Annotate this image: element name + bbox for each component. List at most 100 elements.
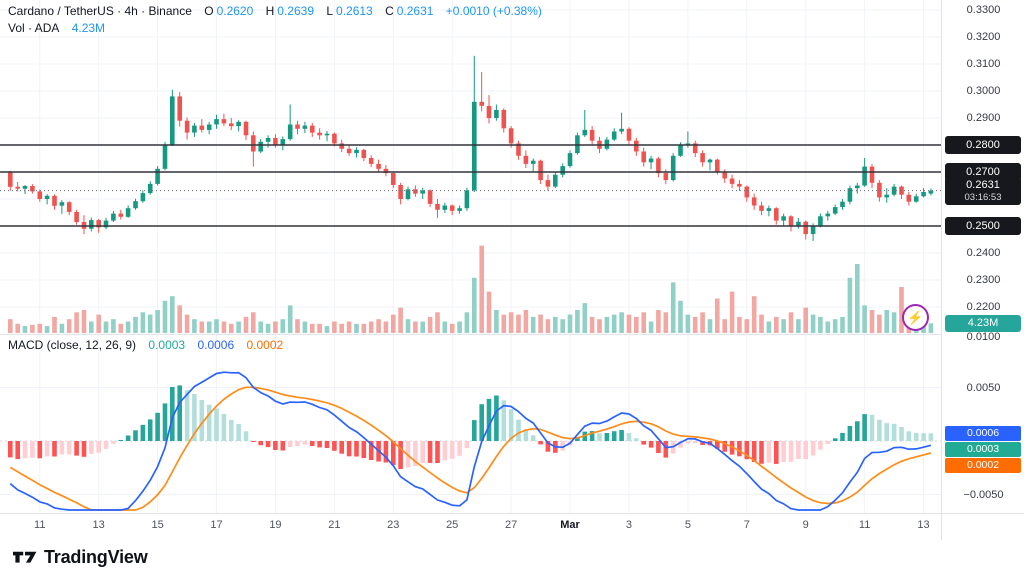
macd-histogram-bar: [700, 441, 705, 445]
time-axis[interactable]: 11 13 15 17 19 21 23 25 27 Mar 3 5 7 9 11 13: [0, 513, 941, 540]
macd-histogram-bar: [803, 441, 808, 459]
candle: [295, 124, 300, 129]
macd-histogram-bar: [96, 441, 101, 453]
macd-histogram-bar: [140, 424, 146, 441]
candle: [737, 183, 742, 187]
volume-bar: [354, 323, 359, 333]
candle: [634, 140, 639, 152]
macd-histogram-bar: [295, 441, 300, 446]
volume-bar: [759, 314, 764, 333]
volume-bar: [346, 321, 352, 333]
macd-histogram-bar: [656, 441, 661, 453]
volume-bar: [295, 319, 300, 333]
volume-bar: [81, 310, 87, 333]
macd-histogram-bar: [125, 435, 131, 441]
candle: [928, 190, 934, 194]
tradingview-logo[interactable]: TradingView: [13, 547, 148, 568]
symbol-legend: Cardano / TetherUS · 4h · Binance O 0.262…: [8, 4, 545, 18]
candle: [376, 163, 381, 169]
candle: [611, 131, 617, 140]
macd-histogram-bar: [737, 441, 742, 457]
volume-bar: [855, 264, 860, 333]
macd-histogram-bar: [265, 441, 271, 448]
candle: [877, 182, 882, 198]
candle: [66, 202, 72, 212]
macd-signal-value: 0.0002: [246, 338, 284, 352]
macd-histogram-bar: [472, 420, 477, 441]
volume-bar: [597, 319, 602, 333]
macd-histogram-bar: [869, 414, 875, 441]
macd-line-value: 0.0006: [197, 338, 235, 352]
candle: [413, 189, 418, 194]
macd-histogram-bar: [862, 414, 867, 441]
open-label: O: [204, 4, 214, 18]
macd-histogram-bar: [921, 433, 926, 441]
price-axis[interactable]: 0.2631 03:16:53 0.3300 0.3200 0.3100 0.3000…: [941, 0, 1024, 513]
chart-canvas[interactable]: [0, 0, 941, 513]
tradingview-logo-mark: [13, 551, 37, 563]
candle: [891, 186, 897, 195]
macd-histogram-bar: [398, 441, 403, 469]
macd-histogram-bar: [37, 441, 43, 459]
candle: [435, 203, 440, 210]
candle: [494, 109, 499, 118]
volume-bar: [575, 310, 580, 333]
macd-histogram-bar: [641, 441, 646, 445]
candle: [832, 207, 838, 214]
macd-histogram-bar: [818, 441, 823, 450]
candle: [582, 129, 588, 136]
volume-bar: [22, 326, 28, 333]
volume-bar: [545, 319, 551, 333]
volume-bar: [928, 323, 934, 333]
volume-bar: [383, 321, 389, 333]
volume-bar: [685, 314, 691, 333]
macd-histogram-bar: [877, 419, 882, 441]
macd-histogram-bar: [611, 431, 617, 441]
volume-bar: [103, 321, 109, 333]
macd-histogram-bar: [74, 441, 79, 456]
macd-histogram-bar: [832, 438, 838, 441]
volume-legend: Vol · ADA 4.23M: [8, 21, 108, 35]
macd-histogram-bar: [619, 430, 624, 441]
candle: [818, 216, 823, 226]
candle: [44, 195, 50, 199]
volume-bar: [656, 310, 661, 333]
macd-histogram-bar: [508, 409, 514, 441]
volume-bar: [405, 319, 411, 333]
candle: [479, 101, 484, 106]
time-axis-label: 21: [328, 519, 341, 531]
volume-bar: [523, 310, 529, 333]
candle: [155, 168, 160, 184]
candle: [508, 128, 514, 144]
boost-icon[interactable]: ⚡: [902, 304, 929, 331]
volume-bar: [184, 314, 190, 333]
candle: [567, 153, 573, 167]
volume-bar: [170, 296, 175, 333]
time-axis-label: 3: [625, 519, 633, 531]
candle: [229, 123, 234, 127]
volume-bar: [258, 321, 263, 333]
macd-histogram-bar: [501, 400, 507, 441]
macd-histogram-bar: [354, 441, 359, 457]
macd-histogram-bar: [170, 387, 175, 441]
chart-plot: [0, 0, 941, 513]
macd-histogram-bar: [626, 433, 632, 441]
volume-bar: [818, 316, 823, 333]
candle: [125, 208, 131, 217]
axis-corner: [941, 513, 1024, 540]
candle: [796, 221, 801, 226]
volume-bar: [553, 316, 558, 333]
macd-histogram-bar: [30, 441, 35, 458]
change-value: +0.0010 (+0.38%): [445, 4, 542, 18]
volume-bar: [670, 282, 676, 333]
macd-line: [9, 371, 932, 511]
volume-bar: [715, 298, 720, 333]
high-value: 0.2639: [277, 4, 314, 18]
volume-bar: [140, 312, 146, 333]
macd-histogram-bar: [899, 427, 904, 441]
macd-histogram-bar: [722, 441, 727, 452]
macd-histogram-bar: [634, 438, 639, 441]
macd-histogram-bar: [604, 433, 610, 441]
candle: [751, 197, 757, 206]
candle: [177, 96, 182, 121]
